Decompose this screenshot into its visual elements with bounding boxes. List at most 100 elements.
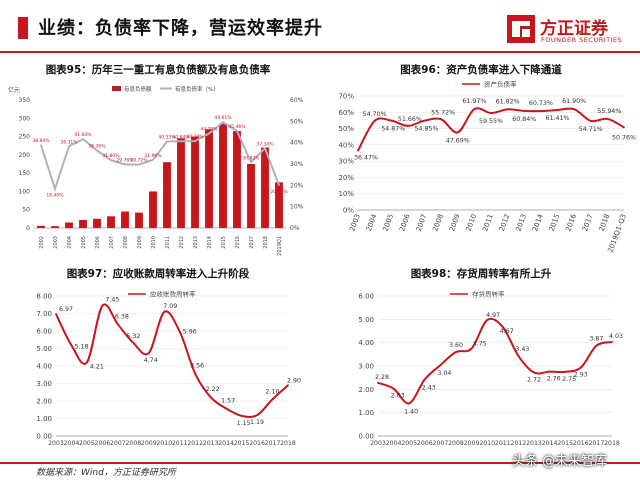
data-label: 29.72% (130, 158, 148, 164)
x-tick-label: 2005 (401, 440, 417, 447)
line-point (138, 163, 140, 166)
x-tick-label: 2006 (398, 212, 412, 232)
y-tick-label-right: 50% (290, 118, 304, 125)
x-tick-label: 2011 (165, 236, 171, 249)
x-tick-label: 2010 (156, 440, 172, 447)
legend-label: 存货周转率 (472, 290, 505, 299)
data-label: 18.40% (46, 193, 64, 199)
data-label: 3.60 (449, 342, 463, 349)
chart-title: 图表98：存货周转率有所上升 (410, 268, 552, 280)
data-label: 2.03 (391, 393, 405, 400)
data-label: 47.69% (446, 137, 470, 144)
line-point (70, 344, 73, 347)
data-label: 4.74 (144, 357, 158, 364)
y-tick-label: 7.00 (36, 310, 52, 318)
data-label: 4.21 (90, 363, 104, 370)
data-label: 61.41% (545, 115, 569, 122)
data-label: 59.55% (479, 118, 503, 125)
chart-panel-98: 图表98：存货周转率有所上升 存货周转率 0.00 1.00 2.00 3.00 4.00… (322, 262, 640, 458)
x-tick-label: 2014 (531, 212, 545, 232)
data-label: 38.84% (32, 138, 50, 144)
line-point (194, 372, 197, 375)
x-tick-label: 2004 (386, 440, 402, 447)
bar (121, 211, 129, 228)
y-tick-label: 3.00 (358, 363, 374, 371)
x-tick-label: 2013 (193, 236, 199, 249)
data-label: 51.66% (398, 116, 422, 123)
data-label: 2.75 (562, 376, 576, 383)
data-label: 5.18 (74, 343, 88, 350)
y-tick-label-right: 20% (290, 182, 304, 189)
line-point (490, 112, 492, 114)
y-tick-label-left: 150 (19, 170, 31, 177)
x-tick-label: 2006 (95, 236, 101, 249)
series-line (40, 120, 280, 192)
y-tick-label: 4.00 (358, 339, 374, 347)
data-label: 5.96 (183, 329, 197, 336)
line-point (209, 396, 212, 399)
line-point (606, 117, 609, 120)
x-tick-label: 2011 (172, 440, 188, 447)
data-label: 3.56 (190, 363, 204, 370)
y-tick-label: 4.00 (36, 363, 52, 371)
line-point (473, 108, 476, 110)
line-point (623, 126, 625, 129)
legend-label: 资产负债率 (484, 80, 517, 89)
data-label: 2.43 (422, 384, 436, 391)
x-tick-label: 2016 (564, 212, 578, 232)
data-label: 60.73% (529, 100, 553, 107)
y-tick-label: 2.00 (36, 398, 52, 406)
line-point (96, 149, 98, 152)
data-label: 6.97 (59, 306, 73, 313)
bar (191, 136, 199, 228)
data-label: 29.76% (116, 158, 134, 164)
line-point (86, 361, 88, 364)
legend-label: 有息负债率（%） (175, 85, 219, 93)
line-point (222, 121, 224, 123)
y-tick-label: 2.00 (358, 386, 374, 394)
y-tick-label-left: 250 (19, 134, 31, 141)
chart-title: 图表96：资产负债率进入下降通道 (400, 64, 562, 76)
line-point (278, 184, 280, 186)
x-tick-label: 2012 (179, 236, 185, 249)
logo-name-en: FOUNDER SECURITIES (541, 36, 623, 44)
line-point (501, 326, 504, 328)
x-tick-label: 2014 (218, 440, 234, 447)
line-point (116, 323, 119, 326)
x-tick-label: 2013 (526, 440, 542, 447)
founder-logo: 方正证券 FOUNDER SECURITIES (506, 14, 636, 48)
y-tick-label: 1.00 (36, 415, 52, 423)
data-label: 45.46% (228, 124, 246, 130)
y-tick-label-right: 0% (290, 225, 300, 232)
data-label: 49.61% (214, 115, 232, 121)
data-label: 2.28 (375, 374, 389, 381)
y-tick-label: 0.00 (358, 433, 374, 441)
bar (149, 191, 157, 228)
x-tick-label: 2004 (365, 212, 379, 232)
x-tick-label: 2009 (141, 440, 157, 447)
x-tick-label: 2008 (125, 440, 141, 447)
y-tick-label: 6.00 (358, 293, 374, 301)
x-tick-label: 2003 (370, 440, 386, 447)
line-point (178, 330, 181, 333)
chart-panel-96: 图表96：资产负债率进入下降通道 资产负债率 0% 10% 20% 30% 40% 50% 6… (322, 56, 640, 256)
line-point (40, 144, 42, 146)
x-tick-label: 2013 (515, 213, 529, 232)
data-label: 61.97% (462, 98, 486, 105)
x-tick-label: 2009 (137, 236, 143, 249)
x-tick-label: 2015 (548, 213, 562, 232)
chart-panel-97: 图表97：应收账款周转率进入上升阶段 应收账款周转率 0.00 1.00 2.00 3.… (0, 262, 316, 458)
bar (37, 225, 45, 228)
legend-label: 有息负债额 (124, 85, 152, 93)
y-tick-label-left: 50 (22, 207, 30, 214)
data-label: 36.36% (88, 143, 106, 149)
bar (205, 129, 213, 228)
data-label: 20.07% (270, 189, 288, 195)
y-tick-label-right: 40% (290, 140, 304, 147)
data-label: 30.82% (242, 155, 260, 161)
line-point (236, 130, 238, 132)
x-tick-label: 2005 (79, 440, 95, 447)
data-label: 3.87 (589, 336, 603, 343)
legend-swatch (112, 86, 121, 91)
line-point (533, 371, 535, 374)
